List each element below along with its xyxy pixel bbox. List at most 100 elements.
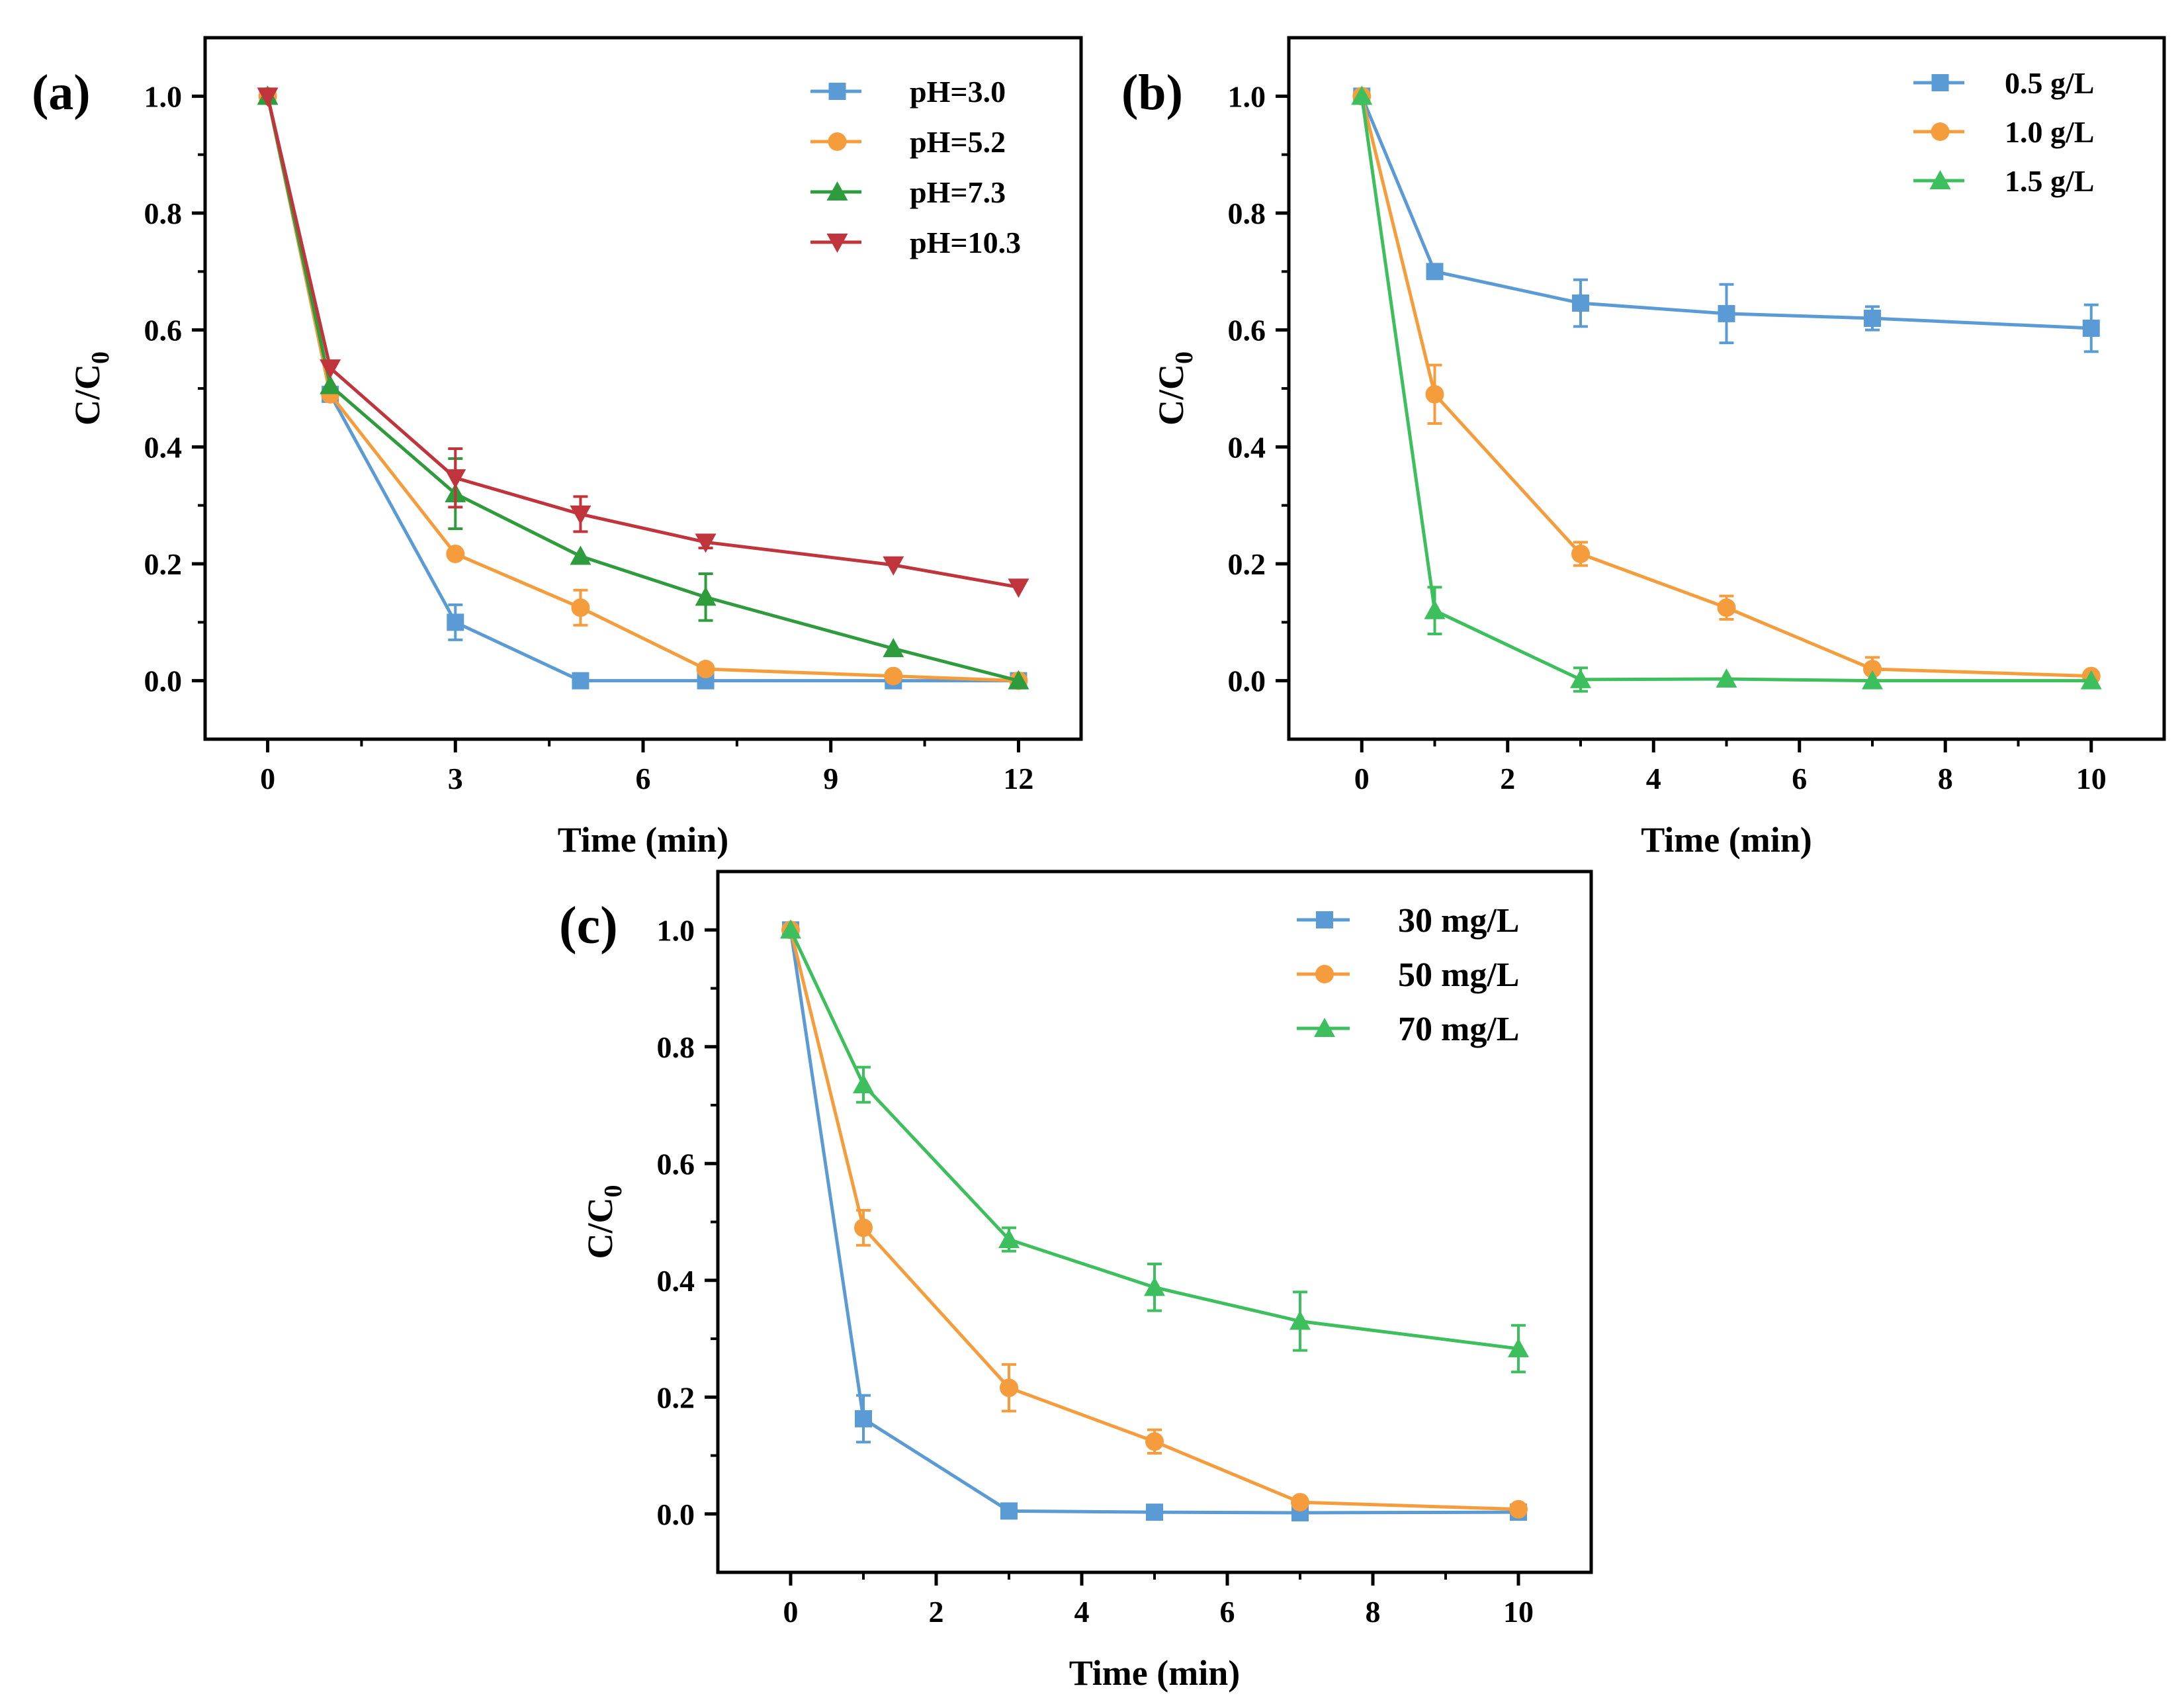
- data-point: [1864, 310, 1881, 327]
- data-point: [1508, 1338, 1529, 1358]
- legend-marker: [1316, 911, 1333, 928]
- data-point: [695, 586, 717, 606]
- y-tick-label: 0.8: [657, 1030, 695, 1064]
- data-point: [1570, 668, 1591, 688]
- data-point: [1509, 1500, 1528, 1519]
- data-point: [1716, 668, 1737, 688]
- legend-marker: [826, 181, 848, 201]
- data-point: [1000, 1378, 1018, 1398]
- x-tick-label: 0: [1354, 762, 1370, 795]
- x-tick-label: 4: [1074, 1595, 1090, 1629]
- data-point: [998, 1228, 1020, 1248]
- data-point: [570, 545, 591, 565]
- y-axis-label-subscript: 0: [87, 351, 114, 364]
- data-point: [1351, 85, 1373, 105]
- x-tick-label: 10: [2076, 762, 2107, 795]
- series-0: 0.5 g/L: [1353, 66, 2100, 353]
- x-tick-label: 2: [1500, 762, 1515, 795]
- data-point: [1571, 544, 1590, 563]
- legend-label: 70 mg/L: [1398, 1011, 1519, 1048]
- series-1: 50 mg/L: [781, 921, 1528, 1519]
- y-tick-label: 0.0: [144, 664, 183, 698]
- data-point: [1291, 1493, 1309, 1512]
- y-tick-label: 0.2: [144, 547, 183, 581]
- x-axis-label: Time (min): [558, 820, 728, 860]
- y-tick-label: 0.4: [1228, 430, 1266, 464]
- data-point: [695, 533, 717, 553]
- data-point: [571, 598, 590, 617]
- x-tick-label: 4: [1646, 762, 1661, 795]
- data-point: [1000, 1502, 1018, 1520]
- legend-label: pH=3.0: [910, 75, 1006, 109]
- x-axis-label: Time (min): [1641, 820, 1812, 860]
- series-line: [266, 95, 1019, 683]
- data-point: [320, 375, 341, 394]
- y-tick-label: 0.2: [1228, 547, 1266, 581]
- chart-panel-a: 0 3 6 9 12 0.0 0.2 0.4 0.6 0.8 1.0 Time (min) C/C0 (a…: [32, 36, 1083, 860]
- chart-panel-b: 0 2 4 6 8 10 0.0 0.2 0.4 0.6 0.8 1.0 Time (min) C/C0 (…: [1121, 36, 2166, 860]
- y-tick-label: 0.0: [1228, 664, 1266, 698]
- series-line: [789, 929, 1519, 1511]
- legend-marker: [828, 83, 846, 100]
- legend-marker: [1931, 122, 1950, 141]
- data-point: [884, 666, 903, 686]
- data-point: [1008, 578, 1029, 598]
- x-tick-label: 8: [1938, 762, 1953, 795]
- data-point: [1144, 1277, 1165, 1296]
- data-point: [570, 505, 591, 525]
- series-2: pH=7.3: [257, 85, 1029, 690]
- data-point: [1289, 1310, 1311, 1330]
- series-line: [1360, 95, 2091, 678]
- series-1: 1.0 g/L: [1352, 87, 2101, 686]
- data-point: [1426, 263, 1444, 281]
- series-2: 1.5 g/L: [1351, 85, 2102, 693]
- y-axis-label: C/C0: [1151, 351, 1198, 426]
- x-tick-label: 0: [260, 762, 275, 795]
- x-tick-label: 9: [823, 762, 838, 795]
- legend-marker: [1929, 170, 1951, 189]
- y-tick-label: 0.0: [657, 1498, 695, 1531]
- data-point: [1145, 1432, 1164, 1451]
- data-point: [1862, 670, 1883, 690]
- data-point: [447, 613, 464, 631]
- data-point: [446, 544, 465, 563]
- data-point: [855, 1410, 872, 1427]
- legend-label: 30 mg/L: [1398, 902, 1519, 940]
- series-line: [789, 929, 1519, 1351]
- legend-marker: [828, 132, 847, 151]
- y-axis-label-subscript: 0: [1170, 351, 1198, 364]
- data-point: [853, 1074, 874, 1094]
- data-point: [696, 660, 715, 678]
- x-tick-label: 10: [1503, 1595, 1534, 1629]
- series-2: 70 mg/L: [780, 919, 1529, 1374]
- series-1: pH=5.2: [258, 87, 1028, 690]
- x-tick-label: 12: [1003, 762, 1033, 795]
- y-tick-label: 1.0: [657, 913, 695, 947]
- data-point: [1572, 294, 1589, 312]
- legend-label: 1.0 g/L: [2005, 115, 2094, 149]
- data-point: [1425, 384, 1444, 404]
- panel-label: (c): [559, 897, 618, 955]
- legend-marker: [1314, 1018, 1335, 1037]
- series-0: 30 mg/L: [782, 902, 1527, 1521]
- data-point: [1424, 600, 1446, 619]
- data-point: [854, 1218, 873, 1237]
- legend-label: 1.5 g/L: [2005, 164, 2094, 198]
- y-tick-label: 0.4: [657, 1264, 695, 1298]
- legend-marker: [1315, 965, 1334, 983]
- legend-marker: [826, 234, 848, 253]
- legend-marker: [1931, 74, 1949, 91]
- y-tick-label: 0.8: [144, 197, 183, 230]
- y-tick-label: 0.6: [144, 314, 183, 347]
- x-tick-label: 6: [636, 762, 651, 795]
- y-axis-label: C/C0: [67, 351, 114, 426]
- y-tick-label: 0.6: [1228, 314, 1266, 347]
- data-point: [1863, 660, 1882, 678]
- data-point: [2080, 670, 2102, 690]
- x-tick-label: 6: [1792, 762, 1807, 795]
- data-point: [320, 359, 341, 379]
- data-point: [883, 556, 904, 576]
- y-axis-label-subscript: 0: [599, 1185, 627, 1198]
- y-tick-label: 0.4: [144, 430, 183, 464]
